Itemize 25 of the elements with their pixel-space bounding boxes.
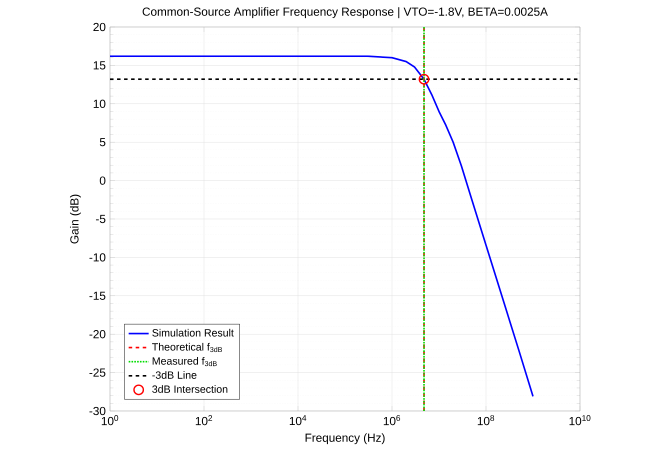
legend-label: Simulation Result <box>152 328 234 337</box>
x-tick-label: 10$^{8}$ <box>478 415 494 426</box>
legend-label: Theoretical f$_{3dB}$ <box>152 342 222 352</box>
chart-title: Common-Source Amplifier Frequency Response | VTO=-1.8V, BETA=0.0025A <box>142 7 548 18</box>
x-axis-title: Frequency (Hz) <box>306 433 385 444</box>
y-tick-label: -15 <box>89 292 106 300</box>
legend-label: 3dB Intersection <box>152 385 228 393</box>
legend-label: -3dB Line <box>152 371 196 379</box>
y-tick-label: -10 <box>89 253 106 262</box>
y-tick-label: 10 <box>94 100 106 108</box>
x-tick-label: 10$^{2}$ <box>196 415 212 426</box>
x-tick-label: 10$^{10}$ <box>570 415 590 426</box>
y-tick-label: 0 <box>100 176 106 185</box>
legend-label: Measured f$_{3dB}$ <box>152 356 217 366</box>
x-tick-label: 10$^{6}$ <box>384 415 400 426</box>
x-tick-label: 10$^{0}$ <box>102 415 118 426</box>
y-tick-label: 5 <box>100 138 106 146</box>
y-tick-label: -25 <box>89 368 106 377</box>
y-tick-label: 20 <box>93 22 106 32</box>
x-tick-label: 10$^{4}$ <box>290 415 306 426</box>
y-tick-label: -5 <box>96 214 106 224</box>
y-tick-label: -20 <box>89 330 106 338</box>
y-tick-label: -30 <box>89 406 106 416</box>
y-tick-label: 15 <box>94 61 106 70</box>
y-axis-title: Gain (dB) <box>70 194 81 244</box>
